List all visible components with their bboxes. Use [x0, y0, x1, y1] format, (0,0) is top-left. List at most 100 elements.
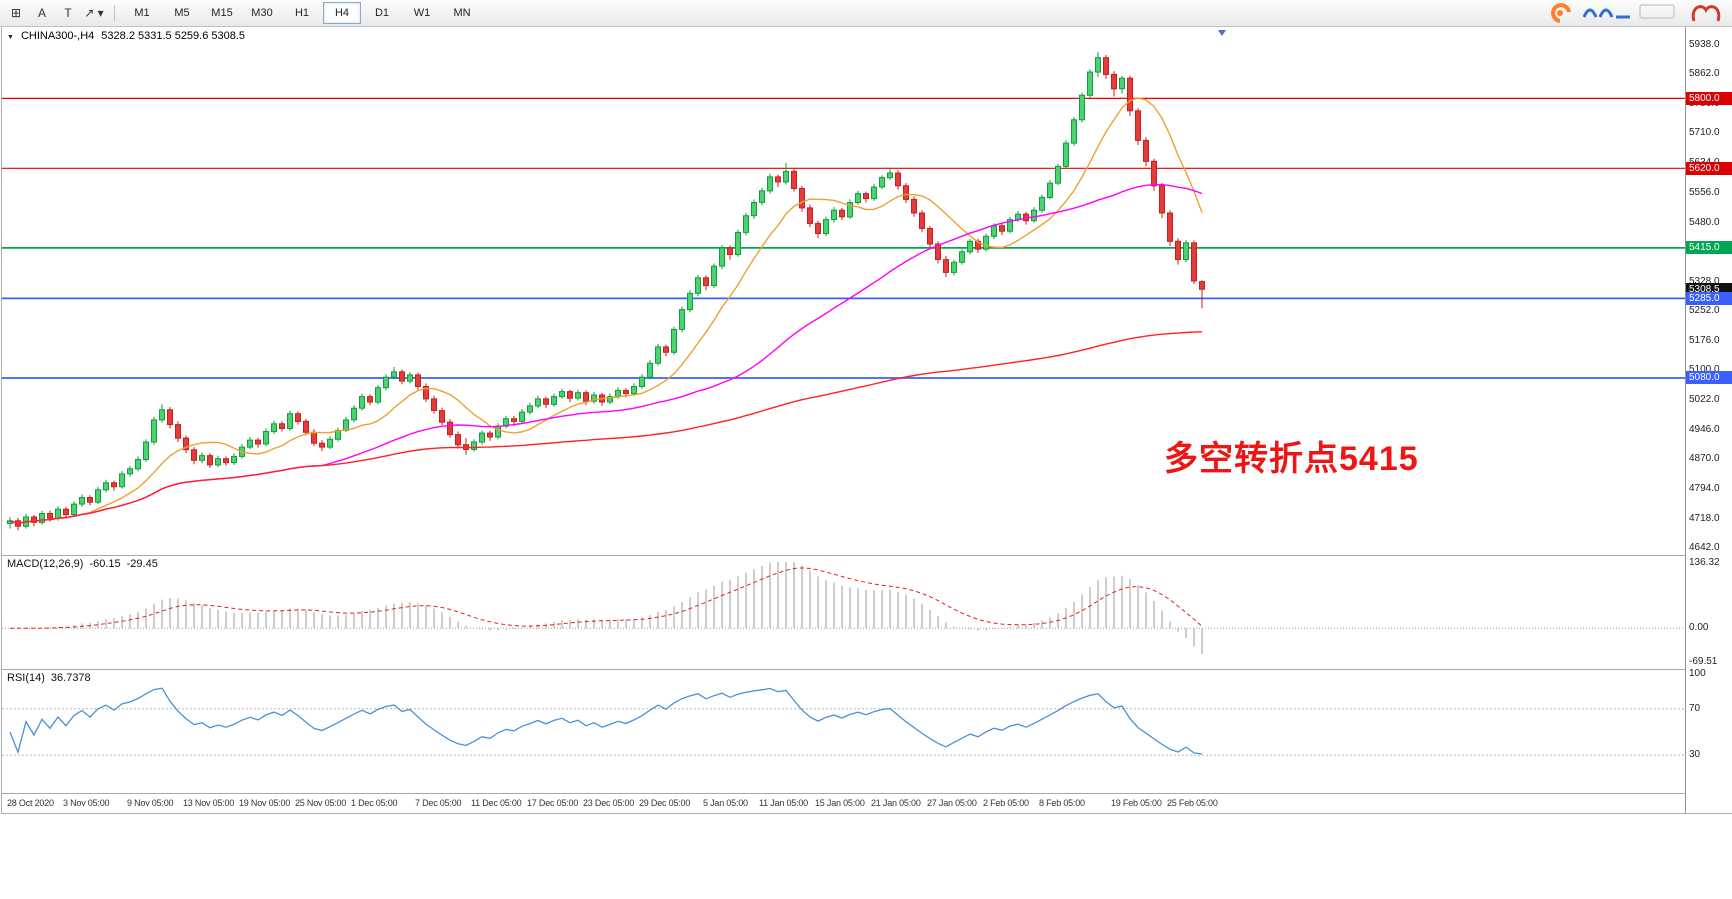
- rsi-indicator-pane[interactable]: [2, 669, 1685, 794]
- time-tick-label: 25 Nov 05:00: [295, 798, 347, 808]
- candle-body: [183, 437, 189, 451]
- candle-body: [1095, 57, 1101, 73]
- candle-body: [1199, 281, 1205, 290]
- candle-body: [1167, 212, 1173, 242]
- candle-body: [1007, 219, 1013, 232]
- candle-body: [215, 458, 221, 466]
- candle-body: [287, 413, 293, 430]
- candle-body: [343, 419, 349, 431]
- candle-body: [423, 386, 429, 400]
- candle-body: [367, 396, 373, 403]
- candle-body: [951, 261, 957, 273]
- candle-body: [1135, 110, 1141, 141]
- candle-body: [1087, 71, 1093, 96]
- candle-body: [911, 198, 917, 214]
- candle-body: [359, 396, 365, 409]
- time-tick-label: 27 Jan 05:00: [927, 798, 977, 808]
- candle-body: [983, 235, 989, 250]
- price-tick-label: 5480.0: [1689, 217, 1720, 228]
- price-tick-label: 5176.0: [1689, 335, 1720, 346]
- candle-body: [1063, 142, 1069, 167]
- candle-body: [1191, 242, 1197, 282]
- candle-body: [751, 202, 757, 217]
- candle-body: [1031, 209, 1037, 222]
- timeframe-mn-button[interactable]: MN: [453, 7, 471, 19]
- timeframe-h1-button[interactable]: H1: [294, 7, 310, 19]
- candle-body: [55, 508, 61, 519]
- candle-body: [823, 219, 829, 235]
- timeframe-h4-button[interactable]: H4: [323, 2, 361, 24]
- time-tick-label: 17 Dec 05:00: [527, 798, 579, 808]
- time-axis[interactable]: 28 Oct 2020 3 Nov 05:00 9 Nov 05:00 13 Nov …: [2, 793, 1685, 814]
- timeframe-m1-button[interactable]: M1: [134, 7, 150, 19]
- arrow-tool-icon[interactable]: ↗ ▾: [84, 6, 104, 20]
- candle-body: [1119, 77, 1125, 90]
- price-axis[interactable]: 5938.05862.05786.05710.05634.05556.05480…: [1685, 27, 1732, 813]
- annotate-a-icon[interactable]: A: [37, 6, 46, 20]
- candle-body: [1071, 119, 1077, 144]
- time-tick-label: 23 Dec 05:00: [583, 798, 635, 808]
- time-tick-label: 7 Dec 05:00: [415, 798, 462, 808]
- price-tick-label: 5710.0: [1689, 127, 1720, 138]
- candle-body: [199, 455, 205, 461]
- candle-body: [143, 441, 149, 460]
- timeframe-d1-button[interactable]: D1: [374, 7, 390, 19]
- candle-body: [167, 409, 173, 426]
- macd-indicator-pane[interactable]: [2, 555, 1685, 670]
- candle-body: [671, 328, 677, 353]
- crosshair-icon[interactable]: ⊞: [10, 6, 22, 20]
- macd-tick-label: -69.51: [1689, 656, 1718, 667]
- price-tick-label: 4718.0: [1689, 513, 1720, 524]
- candle-body: [1111, 73, 1117, 90]
- price-badge: 5620.0: [1686, 162, 1732, 175]
- candle-body: [623, 389, 629, 394]
- candle-body: [863, 193, 869, 200]
- time-tick-label: 13 Nov 05:00: [183, 798, 235, 808]
- candle-body: [967, 240, 973, 253]
- candle-body: [559, 391, 565, 398]
- candle-body: [247, 439, 253, 448]
- candle-body: [231, 455, 237, 464]
- macd-tick-label: 136.32: [1689, 557, 1720, 568]
- candle-body: [711, 265, 717, 287]
- rsi-value: 36.7378: [50, 672, 91, 684]
- timeframe-w1-button[interactable]: W1: [413, 7, 431, 19]
- chart-symbol-title: CHINA300-,H4: [20, 30, 95, 42]
- candle-body: [631, 386, 637, 394]
- candle-body: [415, 374, 421, 387]
- candle-body: [527, 405, 533, 413]
- price-badge: 5800.0: [1686, 92, 1732, 105]
- text-tool-icon[interactable]: T: [64, 6, 72, 20]
- candle-body: [839, 209, 845, 218]
- time-tick-label: 2 Feb 05:00: [983, 798, 1029, 808]
- price-tick-label: 5022.0: [1689, 394, 1720, 405]
- timeframe-m15-button[interactable]: M15: [211, 7, 233, 19]
- rsi-line: [9, 687, 1203, 755]
- candle-body: [295, 413, 301, 423]
- price-badge: 5080.0: [1686, 371, 1732, 384]
- chart-ohlc-values: 5328.2 5331.5 5259.6 5308.5: [101, 30, 246, 42]
- candle-body: [895, 172, 901, 187]
- candle-body: [311, 431, 317, 444]
- chart-shift-marker-icon[interactable]: [1218, 30, 1226, 36]
- candle-body: [399, 371, 405, 382]
- candle-body: [919, 212, 925, 229]
- timeframe-m5-button[interactable]: M5: [174, 7, 190, 19]
- candle-body: [319, 442, 325, 448]
- chart-collapse-icon[interactable]: ▼: [7, 34, 14, 41]
- chart-header: ▼ CHINA300-,H4 5328.2 5331.5 5259.6 5308…: [7, 30, 245, 42]
- time-tick-label: 28 Oct 2020: [7, 798, 54, 808]
- candle-body: [1175, 240, 1181, 261]
- candle-body: [767, 176, 773, 192]
- candle-body: [103, 482, 109, 491]
- time-tick-label: 15 Jan 05:00: [815, 798, 865, 808]
- macd-tick-label: 0.00: [1689, 622, 1709, 633]
- rsi-tick-label: 100: [1689, 668, 1706, 679]
- candle-body: [791, 170, 797, 189]
- price-chart-pane[interactable]: [2, 27, 1685, 555]
- timeframe-m30-button[interactable]: M30: [251, 7, 273, 19]
- candle-body: [407, 374, 413, 382]
- candle-body: [279, 423, 285, 429]
- candle-body: [743, 215, 749, 233]
- candle-body: [39, 513, 45, 523]
